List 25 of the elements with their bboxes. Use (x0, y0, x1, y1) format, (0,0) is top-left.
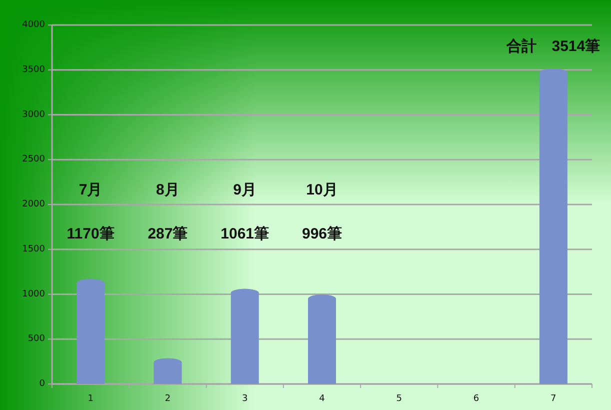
y-tick-label: 0 (39, 379, 46, 389)
annotation: 287筆 (148, 226, 188, 242)
x-tick-label: 1 (88, 394, 94, 404)
x-tick-label: 5 (396, 394, 402, 404)
x-tick-label: 6 (473, 394, 480, 404)
y-tick-label: 2500 (22, 154, 46, 165)
annotation: 合計 3514筆 (506, 38, 600, 56)
annotation: 10月 (306, 182, 338, 198)
y-tick-label: 3000 (22, 110, 46, 120)
y-tick-label: 1000 (22, 289, 46, 300)
y-tick-label: 500 (28, 334, 46, 344)
x-tick-label: 3 (242, 394, 248, 404)
annotation: 7月 (78, 182, 102, 198)
x-tick-label: 2 (164, 394, 171, 404)
annotation: 9月 (233, 182, 257, 198)
annotation: 8月 (156, 182, 180, 198)
y-tick-label: 1500 (22, 244, 46, 254)
x-tick-label: 4 (319, 394, 326, 404)
annotation: 1170筆 (66, 226, 114, 242)
annotation: 1061筆 (220, 226, 270, 242)
x-tick-label: 7 (550, 394, 556, 404)
y-tick-label: 4000 (22, 20, 46, 30)
y-tick-label: 2000 (22, 200, 46, 210)
y-tick-label: 3500 (22, 64, 46, 75)
annotation: 996筆 (302, 226, 342, 242)
